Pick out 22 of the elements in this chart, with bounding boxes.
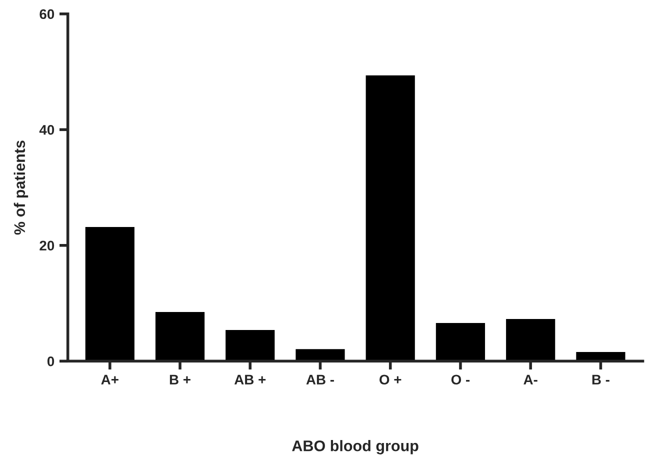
y-tick-label: 0: [47, 356, 54, 366]
bar: [364, 74, 416, 362]
bar: [504, 318, 557, 362]
y-tick-label: 40: [39, 124, 54, 135]
x-tick-label: B -: [592, 374, 610, 384]
bar: [224, 328, 276, 362]
bar: [574, 350, 627, 362]
bar: [84, 226, 136, 362]
bar: [434, 322, 486, 362]
x-axis-title: ABO blood group: [292, 440, 418, 454]
y-tick-label: 60: [40, 9, 54, 20]
y-tick-label: 20: [40, 240, 54, 251]
bar: [294, 348, 346, 362]
x-tick-label: O +: [380, 374, 402, 385]
x-tick-label: B +: [170, 374, 190, 384]
x-tick-label: AB -: [306, 374, 334, 384]
bar: [154, 310, 206, 362]
y-axis-title: % of patients: [14, 140, 28, 235]
x-tick-label: A+: [101, 374, 118, 384]
x-tick-label: O -: [451, 374, 470, 385]
x-tick-label: A-: [524, 374, 538, 384]
x-tick-label: AB +: [234, 374, 266, 384]
